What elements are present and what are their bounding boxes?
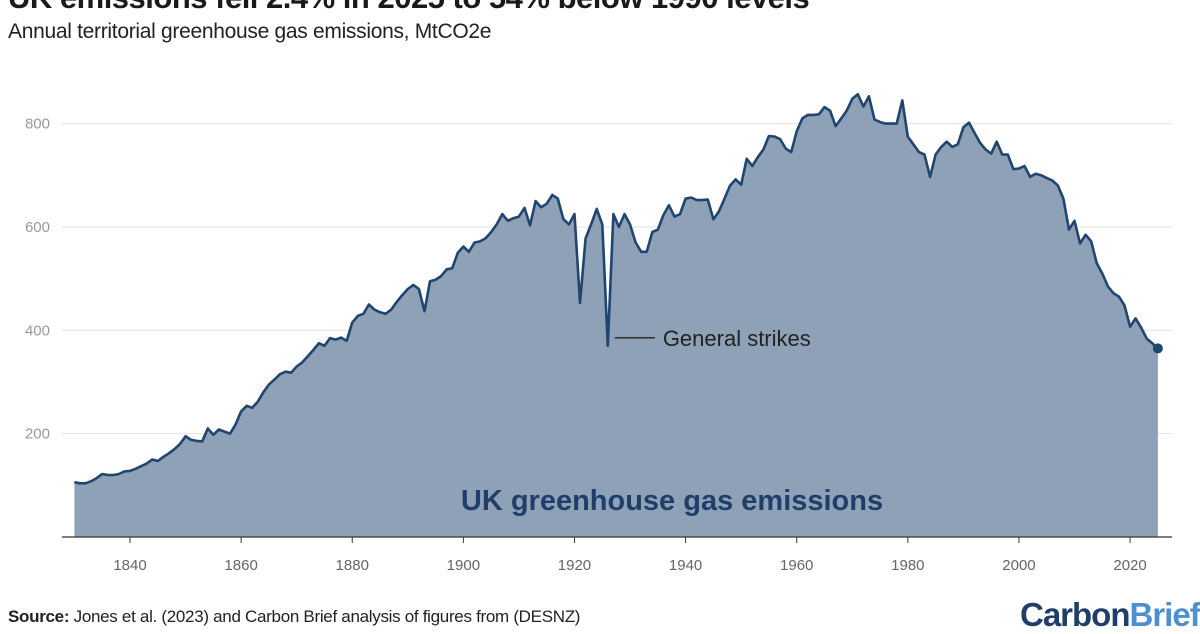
emissions-area: [74, 94, 1158, 537]
y-tick-label: 600: [25, 219, 50, 236]
source-label: Source:: [8, 607, 69, 626]
x-tick-label: 1880: [336, 557, 369, 574]
x-tick-label: 2020: [1113, 557, 1146, 574]
source-text: Jones et al. (2023) and Carbon Brief ana…: [69, 607, 580, 626]
x-axis-ticks: 1840 1860 1880 1900 1920 1940 1960 1980 2000 2020: [113, 537, 1146, 574]
x-tick-label: 1860: [224, 557, 257, 574]
y-tick-label: 400: [25, 322, 50, 339]
y-tick-label: 200: [25, 426, 50, 443]
x-tick-label: 1940: [669, 557, 702, 574]
x-tick-label: 1840: [113, 557, 146, 574]
x-tick-label: 2000: [1002, 557, 1035, 574]
x-tick-label: 1980: [891, 557, 924, 574]
x-tick-label: 1920: [558, 557, 591, 574]
y-tick-label: 800: [25, 116, 50, 133]
source-note: Source: Jones et al. (2023) and Carbon B…: [8, 607, 580, 627]
y-axis-ticks: 200 400 600 800: [25, 116, 50, 443]
logo-part1: Carbon: [1020, 596, 1130, 633]
series-label: UK greenhouse gas emissions: [461, 485, 883, 517]
logo-part2: Brief: [1130, 596, 1200, 633]
latest-data-point: [1153, 343, 1163, 353]
x-tick-label: 1960: [780, 557, 813, 574]
carbon-brief-logo: CarbonBrief: [1020, 596, 1200, 634]
annotation-general-strikes: General strikes: [663, 326, 811, 351]
x-tick-label: 1900: [447, 557, 480, 574]
